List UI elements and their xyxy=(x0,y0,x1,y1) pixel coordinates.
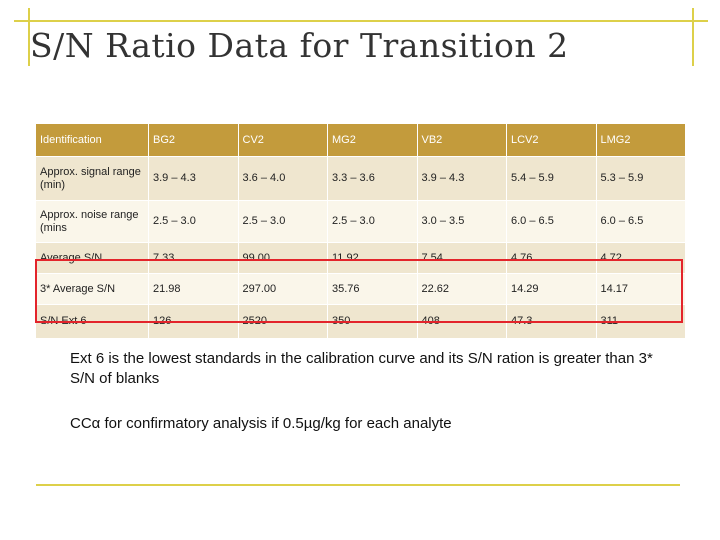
table-cell: 408 xyxy=(417,304,507,338)
header-cell: MG2 xyxy=(327,124,418,157)
right-rule xyxy=(692,8,694,66)
table-cell: 311 xyxy=(596,304,686,338)
header-cell: LMG2 xyxy=(596,124,686,157)
table-cell: 2520 xyxy=(238,304,328,338)
header-cell: Identification xyxy=(36,124,149,157)
slide-title: S/N Ratio Data for Transition 2 xyxy=(30,26,569,65)
table-cell: 14.29 xyxy=(506,273,597,305)
row-label: Approx. signal range (min) xyxy=(36,156,149,201)
table-cell: 4.76 xyxy=(506,242,597,274)
table-cell: 7.33 xyxy=(148,242,239,274)
table-header-row: Identification BG2 CV2 MG2 VB2 LCV2 LMG2 xyxy=(36,124,686,157)
table-cell: 2.5 – 3.0 xyxy=(238,200,328,243)
table-cell: 99.00 xyxy=(238,242,328,274)
table-cell: 297.00 xyxy=(238,273,328,305)
table-cell: 5.3 – 5.9 xyxy=(596,156,686,201)
top-rule xyxy=(14,20,708,22)
table-cell: 35.76 xyxy=(327,273,418,305)
header-cell: LCV2 xyxy=(506,124,597,157)
table-cell: 5.4 – 5.9 xyxy=(506,156,597,201)
sn-ratio-table: Identification BG2 CV2 MG2 VB2 LCV2 LMG2… xyxy=(36,124,686,338)
table-cell: 47.3 xyxy=(506,304,597,338)
table-cell: 3.0 – 3.5 xyxy=(417,200,507,243)
table-cell: 3.9 – 4.3 xyxy=(148,156,239,201)
note-text: CCα for confirmatory analysis if 0.5µg/k… xyxy=(70,415,452,432)
row-label: Average S/N xyxy=(36,242,149,274)
table-cell: 2.5 – 3.0 xyxy=(327,200,418,243)
table-cell: 3.9 – 4.3 xyxy=(417,156,507,201)
table-cell: 14.17 xyxy=(596,273,686,305)
table-row: 3* Average S/N 21.98 297.00 35.76 22.62 … xyxy=(36,273,686,305)
table-cell: 4.72 xyxy=(596,242,686,274)
header-cell: CV2 xyxy=(238,124,328,157)
table-cell: 3.6 – 4.0 xyxy=(238,156,328,201)
table-cell: 350 xyxy=(327,304,418,338)
header-cell: BG2 xyxy=(148,124,239,157)
table-cell: 3.3 – 3.6 xyxy=(327,156,418,201)
table-cell: 21.98 xyxy=(148,273,239,305)
table-cell: 22.62 xyxy=(417,273,507,305)
header-cell: VB2 xyxy=(417,124,507,157)
table-cell: 6.0 – 6.5 xyxy=(596,200,686,243)
bottom-rule xyxy=(36,484,680,486)
table-cell: 2.5 – 3.0 xyxy=(148,200,239,243)
row-label: Approx. noise range (mins xyxy=(36,200,149,243)
table-cell: 7.54 xyxy=(417,242,507,274)
left-rule xyxy=(28,8,30,66)
note-text: Ext 6 is the lowest standards in the cal… xyxy=(70,350,653,387)
table-cell: 11.92 xyxy=(327,242,418,274)
table-row: Approx. noise range (mins 2.5 – 3.0 2.5 … xyxy=(36,200,686,243)
row-label: 3* Average S/N xyxy=(36,273,149,305)
table-cell: 126 xyxy=(148,304,239,338)
table-row: S/N Ext 6 126 2520 350 408 47.3 311 xyxy=(36,304,686,338)
row-label: S/N Ext 6 xyxy=(36,304,149,338)
table-row: Average S/N 7.33 99.00 11.92 7.54 4.76 4… xyxy=(36,242,686,274)
table-row: Approx. signal range (min) 3.9 – 4.3 3.6… xyxy=(36,156,686,201)
table-cell: 6.0 – 6.5 xyxy=(506,200,597,243)
